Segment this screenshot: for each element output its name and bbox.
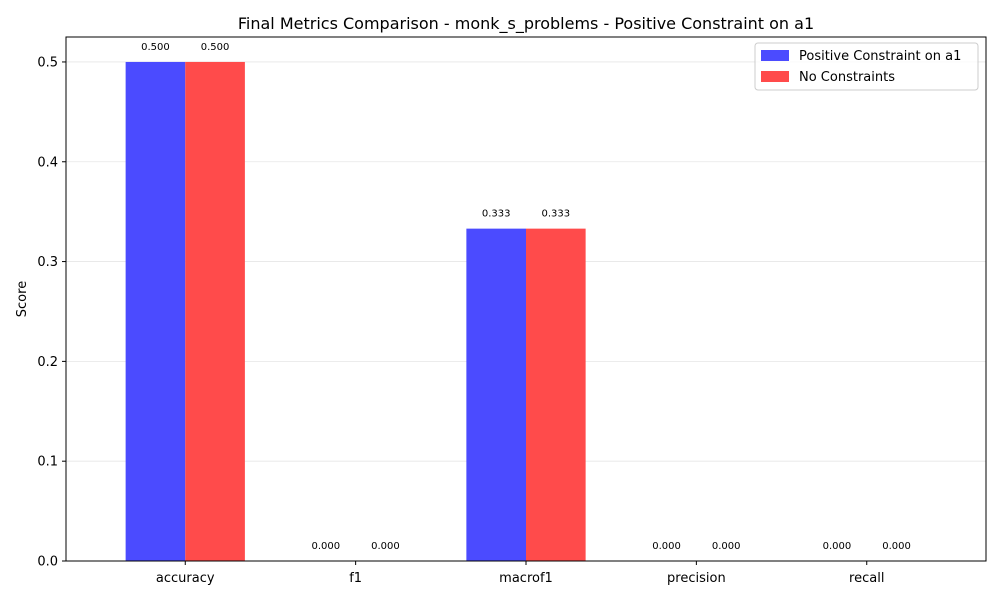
- data-label: 0.333: [541, 209, 570, 220]
- data-label: 0.333: [482, 209, 511, 220]
- data-label: 0.500: [201, 42, 230, 53]
- data-label: 0.000: [712, 541, 741, 552]
- bar-macrof1-series-1: [526, 228, 586, 562]
- data-label: 0.000: [823, 541, 852, 552]
- x-tick-label: f1: [349, 571, 362, 586]
- y-tick-label: 0.5: [37, 55, 58, 70]
- data-labels: 0.500 0.500 0.000 0.000 0.333 0.333 0.000 0.000…: [141, 42, 911, 552]
- data-label: 0.000: [882, 541, 911, 552]
- legend-label-no-constraints: No Constraints: [799, 70, 895, 85]
- data-label: 0.000: [311, 541, 340, 552]
- ticks: 0.0 0.1 0.2 0.3 0.4 0.5 accuracy f1 macrof1 preci…: [37, 55, 884, 586]
- x-tick-label: accuracy: [156, 571, 215, 586]
- bar-macrof1-series-0: [466, 228, 526, 562]
- y-tick-label: 0.2: [37, 355, 58, 370]
- data-label: 0.000: [652, 541, 681, 552]
- chart-title: Final Metrics Comparison - monk_s_proble…: [238, 14, 814, 34]
- x-tick-label: recall: [849, 571, 884, 586]
- legend-label-positive-constraint: Positive Constraint on a1: [799, 49, 961, 64]
- y-tick-label: 0.4: [37, 155, 58, 170]
- legend-swatch-positive-constraint: [761, 50, 789, 61]
- x-tick-label: precision: [667, 571, 726, 586]
- bars: [125, 61, 586, 562]
- legend-frame: [754, 42, 979, 91]
- y-tick-label: 0.1: [37, 455, 58, 470]
- legend: Positive Constraint on a1 No Constraints: [754, 42, 979, 91]
- y-axis-label: Score: [15, 281, 30, 317]
- x-tick-label: macrof1: [499, 571, 553, 586]
- data-label: 0.000: [371, 541, 400, 552]
- legend-swatch-no-constraints: [761, 71, 789, 82]
- y-tick-label: 0.0: [37, 555, 58, 570]
- bar-accuracy-series-1: [185, 61, 245, 561]
- y-tick-label: 0.3: [37, 255, 58, 270]
- bar-accuracy-series-0: [125, 61, 186, 561]
- data-label: 0.500: [141, 42, 170, 53]
